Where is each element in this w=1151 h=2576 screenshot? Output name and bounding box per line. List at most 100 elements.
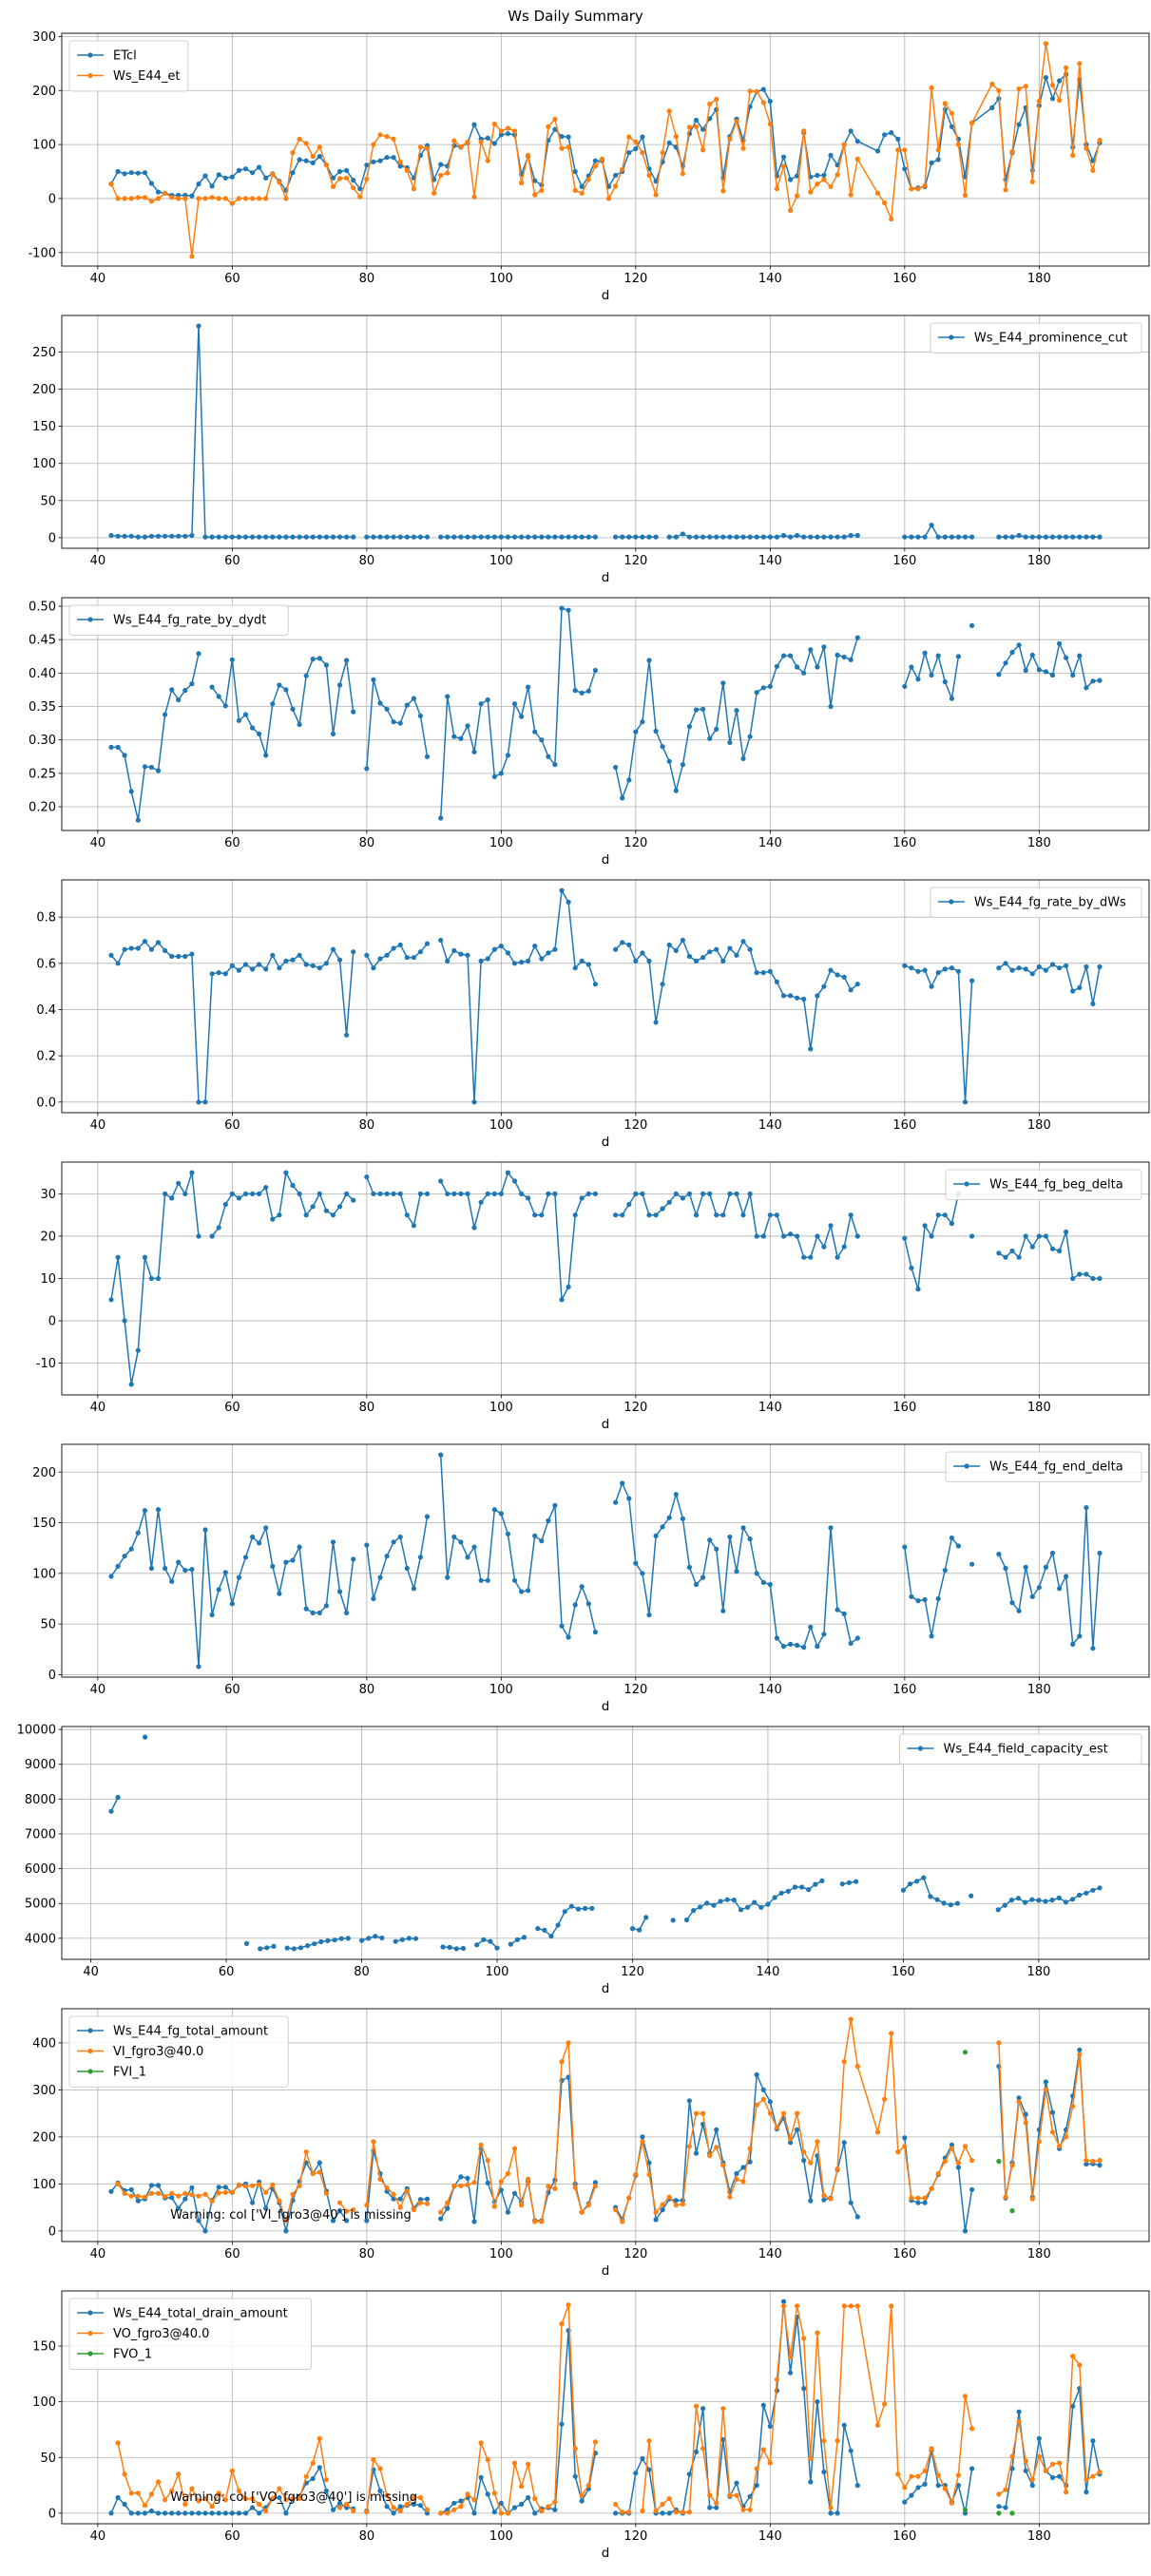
- ws-e44-fg-end-delta-point: [707, 1537, 713, 1543]
- etcl-point: [357, 186, 363, 192]
- ws-e44-field-capacity-est-point: [1023, 1899, 1028, 1905]
- ws-e44-prominence-cut-point: [471, 534, 477, 540]
- ws-e44-prominence-cut-point: [585, 534, 591, 540]
- etcl-point: [263, 175, 269, 181]
- subplot-2: 40 60 80 100 120 140 160 180050100150200250dWs_…: [32, 315, 1150, 585]
- missing-column-warning: Warning: col ['VO_fgro3@40'] is missing: [170, 2490, 417, 2505]
- subplot-1: 40 60 80 100 120 140 160 180-1000100200300dETcl…: [28, 30, 1150, 303]
- ws-e44-et-point: [155, 196, 162, 201]
- vo-fgro3-40-0-point: [485, 2457, 490, 2463]
- y-tick-label: 150: [32, 420, 56, 434]
- ws-e44-fg-rate-by-dws-point: [377, 956, 383, 962]
- x-tick-label: 80: [359, 554, 375, 568]
- vi-fgro3-40-0-point: [424, 2201, 431, 2206]
- x-axis-label: d: [602, 1135, 610, 1150]
- ws-e44-prominence-cut-point: [626, 534, 632, 540]
- ws-e44-fg-rate-by-dydt-point: [336, 682, 343, 688]
- vo-fgro3-40-0-point: [673, 2509, 679, 2515]
- vo-fgro3-40-0-point: [848, 2303, 854, 2309]
- ws-e44-et-point: [135, 195, 141, 200]
- ws-e44-fg-rate-by-dydt-point: [182, 688, 188, 694]
- plot-area: [62, 1727, 1149, 1959]
- ws-e44-field-capacity-est-point: [583, 1905, 588, 1911]
- ws-e44-total-drain-amount-point: [532, 2510, 538, 2516]
- ws-e44-fg-rate-by-dws-point: [189, 951, 195, 957]
- ws-e44-fg-beg-delta-point: [653, 1212, 659, 1218]
- etcl-point: [889, 130, 894, 136]
- ws-e44-field-capacity-est-point: [1069, 1897, 1076, 1902]
- ws-e44-prominence-cut-point: [955, 534, 962, 540]
- ws-e44-fg-total-amount-point: [169, 2195, 175, 2201]
- etcl-point: [693, 117, 700, 124]
- ws-e44-total-drain-amount-point: [996, 2504, 1002, 2509]
- ws-e44-fg-rate-by-dws-point: [229, 963, 235, 968]
- x-tick-label: 180: [1027, 1118, 1051, 1133]
- legend-label: VO_fgro3@40.0: [113, 2327, 209, 2341]
- ws-e44-fg-rate-by-dws-point: [532, 944, 538, 949]
- axes-frame: [61, 2290, 1150, 2525]
- x-tick-label: 60: [224, 2529, 240, 2544]
- ws-e44-et-point: [1023, 84, 1028, 89]
- ws-e44-et-point: [297, 136, 302, 142]
- ws-e44-fg-total-amount-point: [189, 2185, 195, 2190]
- legend-label: Ws_E44_field_capacity_est: [944, 1743, 1108, 1757]
- vo-fgro3-40-0-point: [902, 2485, 908, 2490]
- ws-e44-field-capacity-est-point: [738, 1907, 744, 1913]
- ws-e44-fg-end-delta-point: [1097, 1550, 1103, 1556]
- ws-e44-fg-end-delta-point: [189, 1567, 195, 1573]
- ws-e44-fg-beg-delta-point: [915, 1287, 921, 1292]
- ws-e44-fg-total-amount-point: [344, 2218, 350, 2223]
- ws-e44-fg-rate-by-dydt-point: [216, 694, 221, 699]
- vo-fgro3-40-0-point: [128, 2490, 134, 2496]
- vi-fgro3-40-0-point: [666, 2194, 672, 2200]
- ws-e44-prominence-cut-point: [740, 534, 746, 540]
- ws-e44-et-point: [491, 121, 497, 127]
- ws-e44-fg-rate-by-dws-point: [323, 961, 329, 966]
- ws-e44-prominence-cut-point: [1097, 534, 1103, 540]
- ws-e44-et-point: [216, 196, 221, 201]
- ws-e44-field-capacity-est-point: [941, 1900, 947, 1906]
- ws-e44-fg-end-delta-point: [767, 1581, 773, 1588]
- ws-e44-et-point: [854, 156, 860, 162]
- ws-e44-fg-rate-by-dydt-point: [680, 762, 686, 768]
- ws-e44-fg-end-delta-point: [942, 1568, 948, 1574]
- ws-e44-total-drain-amount-point: [734, 2480, 739, 2486]
- ws-e44-fg-beg-delta-point: [303, 1212, 309, 1218]
- ws-e44-prominence-cut-point: [229, 534, 235, 540]
- ws-e44-prominence-cut-point: [371, 534, 376, 540]
- ws-e44-total-drain-amount-point: [122, 2501, 127, 2508]
- y-tick-label: 0.40: [29, 667, 56, 681]
- ws-e44-et-point: [996, 87, 1002, 93]
- ws-e44-fg-end-delta-point: [344, 1610, 350, 1615]
- ws-e44-et-point: [1097, 138, 1103, 143]
- ws-e44-fg-total-amount-point: [962, 2228, 969, 2234]
- ws-e44-fg-beg-delta-point: [834, 1254, 840, 1260]
- ws-e44-fg-rate-by-dws-point: [1077, 984, 1083, 990]
- legend-marker-icon: [87, 72, 93, 79]
- ws-e44-field-capacity-est-point: [575, 1906, 582, 1912]
- ws-e44-fg-rate-by-dws-point: [1084, 964, 1089, 970]
- vi-fgro3-40-0-point: [962, 2144, 969, 2149]
- ws-e44-fg-beg-delta-point: [505, 1170, 511, 1175]
- ws-e44-prominence-cut-point: [767, 534, 773, 540]
- legend-item-ws-e44-fg-beg-delta: Ws_E44_fg_beg_delta: [953, 1178, 1123, 1193]
- ws-e44-fg-beg-delta-point: [163, 1191, 168, 1196]
- ws-e44-fg-end-delta-point: [176, 1559, 182, 1565]
- vi-fgro3-40-0-point: [384, 2185, 390, 2190]
- vo-fgro3-40-0-point: [511, 2460, 518, 2466]
- etcl-point: [613, 172, 619, 179]
- ws-e44-fg-rate-by-dydt-point: [290, 706, 296, 712]
- ws-e44-fg-end-delta-point: [1090, 1646, 1096, 1651]
- ws-e44-fg-rate-by-dydt-point: [815, 664, 820, 670]
- vi-fgro3-40-0-point: [882, 2096, 888, 2102]
- ws-e44-et-point: [539, 187, 545, 193]
- vo-fgro3-40-0-point: [686, 2509, 693, 2515]
- y-tick-label: 0.0: [36, 1096, 56, 1110]
- y-tick-label: 0.35: [29, 700, 56, 715]
- ws-e44-prominence-cut-point: [854, 532, 860, 539]
- ws-e44-fg-rate-by-dws-point: [491, 946, 497, 952]
- ws-e44-fg-rate-by-dydt-point: [505, 753, 511, 758]
- ws-e44-fg-rate-by-dydt-point: [613, 764, 619, 771]
- ws-e44-fg-rate-by-dydt-point: [707, 735, 713, 741]
- etcl-point: [242, 166, 249, 172]
